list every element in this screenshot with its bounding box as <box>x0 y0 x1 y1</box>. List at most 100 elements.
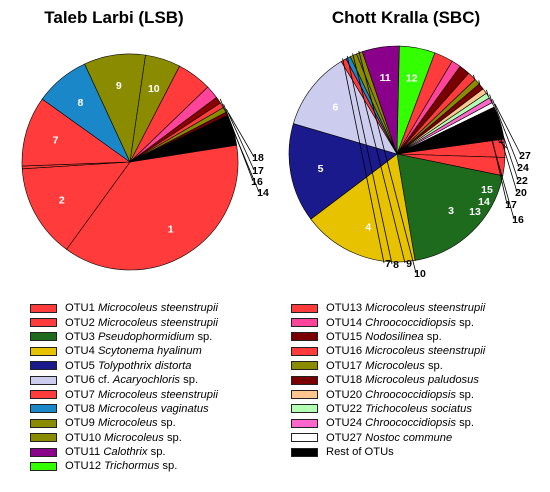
slice-label-5: 5 <box>318 163 324 175</box>
slice-label-27: 27 <box>519 150 531 162</box>
pie-sbc: 123456789101112131415161720222427 <box>288 45 531 280</box>
legend-swatch <box>291 303 318 313</box>
pie-slice-unlabeled-13 <box>129 115 238 163</box>
legend-item: OTU24 Chroococcidiopsis sp. <box>291 416 485 430</box>
legend-swatch <box>291 404 318 414</box>
legend-item: Rest of OTUs <box>291 445 485 459</box>
legend-item: OTU10 Microcoleus sp. <box>30 431 218 445</box>
leader-line-18 <box>228 112 255 158</box>
legend-item: OTU20 Chroococcidiopsis sp. <box>291 387 485 401</box>
legend-label: OTU15 Nodosilinea sp. <box>326 330 442 343</box>
legend-swatch <box>30 361 57 371</box>
legend-label: OTU17 Microcoleus sp. <box>326 359 443 372</box>
slice-label-15: 15 <box>481 184 493 196</box>
legend-item: OTU8 Microcoleus vaginatus <box>30 402 218 416</box>
pie-slice-unlabeled-22 <box>396 106 505 155</box>
slice-label-6: 6 <box>332 102 338 114</box>
pie-slice-1 <box>66 144 239 271</box>
slice-label-9: 9 <box>406 258 412 270</box>
slice-label-20: 20 <box>515 187 527 199</box>
pie-slice-6 <box>293 61 398 155</box>
legend-item: OTU11 Calothrix sp. <box>30 445 218 459</box>
legend-item: OTU3 Pseudophormidium sp. <box>30 330 218 344</box>
legend-swatch <box>291 361 318 371</box>
legend-swatch <box>291 433 318 443</box>
slice-label-12: 12 <box>406 73 418 85</box>
legend-label: OTU27 Nostoc commune <box>326 431 453 444</box>
leader-line-17 <box>226 108 255 171</box>
pie-slice-5 <box>288 123 398 220</box>
legend-item: OTU16 Microcoleus steenstrupii <box>291 344 485 358</box>
pie-slice-7 <box>21 98 131 167</box>
legend-swatch <box>30 332 57 342</box>
legend-label: OTU16 Microcoleus steenstrupii <box>326 345 486 358</box>
slice-label-16: 16 <box>512 214 524 226</box>
slice-label-17: 17 <box>252 165 264 177</box>
slice-label-18: 18 <box>252 152 264 164</box>
slice-label-1: 1 <box>168 223 174 235</box>
legend-swatch <box>291 318 318 328</box>
legend-item: OTU5 Tolypothrix distorta <box>30 359 218 373</box>
legend-right: OTU13 Microcoleus steenstrupii OTU14 Chro… <box>291 301 485 459</box>
legend-label: OTU20 Chroococcidiopsis sp. <box>326 388 475 401</box>
slice-label-14: 14 <box>257 187 269 199</box>
legend-label: OTU7 Microcoleus steenstrupii <box>65 388 218 401</box>
legend-label: OTU13 Microcoleus steenstrupii <box>326 302 486 315</box>
slice-label-14: 14 <box>478 196 490 208</box>
legend-item: OTU2 Microcoleus steenstrupii <box>30 315 218 329</box>
legend-item: OTU7 Microcoleus steenstrupii <box>30 387 218 401</box>
legend-label: OTU5 Tolypothrix distorta <box>65 359 192 372</box>
slice-label-22: 22 <box>516 175 528 187</box>
slice-label-8: 8 <box>78 97 84 109</box>
legend-label: OTU9 Microcoleus sp. <box>65 417 176 430</box>
slice-label-8: 8 <box>393 259 399 271</box>
legend-swatch <box>30 461 57 471</box>
legend-swatch <box>291 390 318 400</box>
slice-label-7: 7 <box>53 135 59 147</box>
legend-label: OTU14 Chroococcidiopsis sp. <box>326 316 475 329</box>
legend-item: OTU13 Microcoleus steenstrupii <box>291 301 485 315</box>
legend-item: OTU27 Nostoc commune <box>291 431 485 445</box>
legend-label: OTU6 cf. Acaryochloris sp. <box>65 374 199 387</box>
leader-line-7 <box>342 58 385 264</box>
legend-label: OTU2 Microcoleus steenstrupii <box>65 316 218 329</box>
leader-line-27 <box>494 103 522 156</box>
leader-line-10 <box>358 50 417 274</box>
legend-swatch <box>30 318 57 328</box>
legend-label: OTU12 Trichormus sp. <box>65 460 178 473</box>
legend-swatch <box>30 447 57 457</box>
legend-item: OTU14 Chroococcidiopsis sp. <box>291 315 485 329</box>
slice-label-10: 10 <box>148 83 160 95</box>
slice-label-3: 3 <box>448 205 454 217</box>
chart-title-lsb: Taleb Larbi (LSB) <box>44 8 183 27</box>
leader-line-24 <box>492 99 520 168</box>
legend-item: OTU1 Microcoleus steenstrupii <box>30 301 218 315</box>
legend-swatch <box>291 332 318 342</box>
slice-label-11: 11 <box>380 72 391 84</box>
slice-label-10: 10 <box>414 268 426 280</box>
slice-label-13: 13 <box>469 206 481 218</box>
slice-label-4: 4 <box>365 221 371 233</box>
pie-slice-2 <box>21 161 131 250</box>
legend-swatch <box>291 346 318 356</box>
legend-label: OTU11 Calothrix sp. <box>65 446 166 459</box>
legend-swatch <box>30 390 57 400</box>
legend-item: OTU22 Trichocoleus sociatus <box>291 402 485 416</box>
legend-item: OTU6 cf. Acaryochloris sp. <box>30 373 218 387</box>
legend-label: OTU22 Trichocoleus sociatus <box>326 402 472 415</box>
legend-item: OTU18 Microcoleus paludosus <box>291 373 485 387</box>
leader-line-8 <box>346 55 393 265</box>
pie-charts-canvas: Taleb Larbi (LSB) Chott Kralla (SBC) 127… <box>21 8 531 280</box>
legend-label: OTU1 Microcoleus steenstrupii <box>65 302 218 315</box>
legend-swatch <box>30 303 57 313</box>
chart-title-sbc: Chott Kralla (SBC) <box>332 8 480 27</box>
legend-item: OTU9 Microcoleus sp. <box>30 416 218 430</box>
legend-swatch <box>30 433 57 443</box>
legend-label: OTU3 Pseudophormidium sp. <box>65 330 213 343</box>
leader-line-1 <box>496 138 508 149</box>
legend-label: OTU4 Scytonema hyalinum <box>65 345 202 358</box>
legend-item: OTU4 Scytonema hyalinum <box>30 344 218 358</box>
legend-left: OTU1 Microcoleus steenstrupii OTU2 Microc… <box>30 301 218 474</box>
slice-label-9: 9 <box>116 80 122 92</box>
